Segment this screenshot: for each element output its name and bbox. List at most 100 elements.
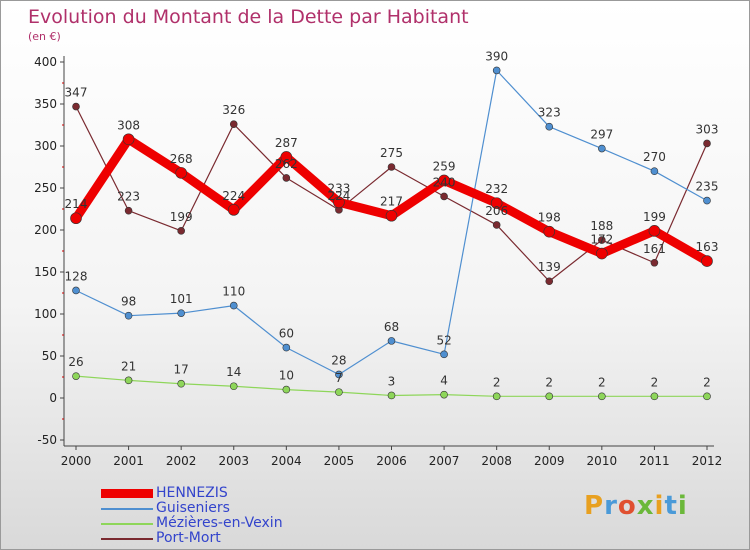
data-point [703,139,711,148]
data-label: 214 [65,197,88,211]
data-label: 2 [651,375,659,389]
data-label: 68 [384,320,399,334]
data-label: 390 [485,49,508,63]
data-label: 198 [538,211,561,225]
data-label: 163 [696,240,719,254]
x-tick-label: 2007 [429,454,460,468]
data-label: 199 [170,210,193,224]
data-label: 268 [170,152,193,166]
data-label: 139 [538,260,561,274]
data-point [333,196,345,209]
data-label: 303 [696,122,719,136]
x-tick-label: 2006 [376,454,407,468]
chart-title: Evolution du Montant de la Dette par Hab… [28,6,469,28]
legend-label-mezieres: Mézières-en-Vexin [156,515,283,531]
data-point [650,167,659,175]
data-point [122,133,135,146]
data-point [387,337,396,345]
data-label: 98 [121,295,136,309]
y-tick-label: 250 [34,181,57,195]
data-point [492,221,501,229]
data-point [596,247,608,260]
y-tick-label: 150 [34,265,57,279]
y-tick-label: 50 [42,349,57,363]
data-point [545,277,554,286]
data-point [177,309,185,317]
x-tick-label: 2011 [639,454,670,468]
data-label: 52 [436,333,451,347]
data-point [177,227,185,235]
data-label: 188 [590,219,613,233]
logo-letter: x [636,491,655,521]
y-tick-label: 400 [34,55,57,69]
data-point [280,151,293,163]
data-label: 101 [170,292,193,306]
data-label: 4 [440,374,448,388]
data-label: 2 [703,375,711,389]
data-label: 235 [696,180,719,194]
data-label: 347 [65,86,88,100]
legend: HENNEZIS Guiseniers Mézières-en-Vexin Po… [101,486,283,546]
legend-item-hennezis: HENNEZIS [101,486,283,501]
data-label: 2 [598,375,606,389]
data-label: 308 [117,118,140,132]
x-tick-label: 2000 [61,454,92,468]
data-label: 224 [222,189,245,203]
y-tick-label: 200 [34,223,57,237]
data-point [387,163,396,171]
data-label: 240 [433,175,456,189]
data-point [650,392,659,401]
data-point [492,392,501,401]
data-point [545,122,554,131]
chart-subtitle: (en €) [28,30,61,43]
logo-letter: P [584,491,605,521]
legend-label-guiseniers: Guiseniers [156,500,230,516]
legend-item-port-mort: Port-Mort [101,531,283,546]
data-point [440,350,448,359]
data-point [385,209,398,222]
x-tick-label: 2008 [481,454,512,468]
data-label: 2 [493,375,501,389]
data-label: 224 [327,189,350,203]
data-point [124,311,133,320]
x-tick-label: 2001 [113,454,144,468]
data-point [124,376,133,385]
data-point [703,392,711,401]
data-point [229,382,238,391]
data-point [282,174,291,182]
y-tick-label: 0 [49,391,57,405]
legend-swatch-hennezis [101,489,153,498]
data-point [438,174,450,187]
data-label: 161 [643,242,666,256]
x-tick-label: 2005 [324,454,355,468]
data-point [72,372,80,380]
data-label: 60 [279,327,294,341]
data-label: 26 [68,355,83,369]
x-tick-label: 2004 [271,454,302,468]
data-point [227,204,240,216]
x-tick-label: 2010 [587,454,618,468]
data-label: 2 [545,375,553,389]
y-tick-label: 300 [34,139,57,153]
logo-letter: t [664,491,678,521]
data-point [175,167,187,179]
data-point [335,370,343,379]
data-point [650,258,659,267]
data-point [598,144,606,153]
data-point [72,286,80,295]
legend-label-port-mort: Port-Mort [156,530,221,546]
data-label: 297 [590,128,613,142]
data-point [72,102,80,111]
data-point [124,206,133,215]
data-label: 217 [380,195,403,209]
data-label: 14 [226,365,241,379]
proxiti-logo: Proxiti [584,491,688,521]
data-point [545,392,554,401]
data-label: 3 [388,374,396,388]
logo-letter: r [604,491,618,521]
data-label: 233 [327,181,350,195]
data-label: 262 [275,157,298,171]
data-point [598,392,606,401]
data-label: 206 [485,204,508,218]
